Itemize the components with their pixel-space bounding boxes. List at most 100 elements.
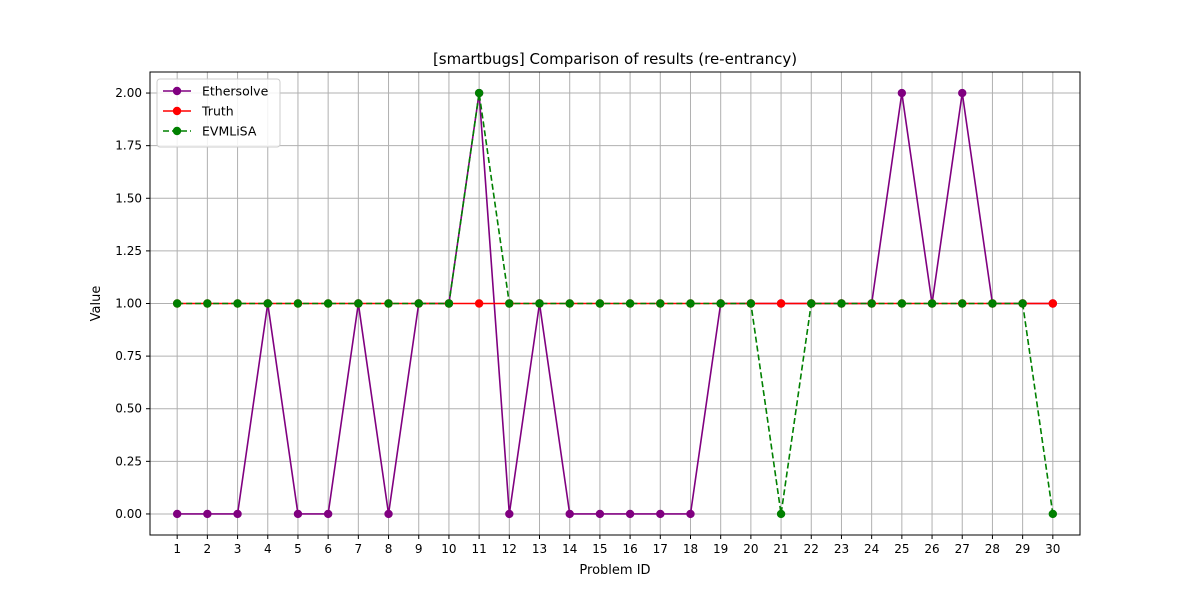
x-tick-label: 10 [441,542,456,556]
ethersolve-point [897,88,907,98]
y-tick-label: 0.00 [115,507,142,521]
ethersolve-point [656,509,665,519]
evmlisa-point [565,299,574,308]
evmlisa-point [354,299,363,308]
evmlisa-point [444,299,454,308]
ethersolve-point [958,88,967,98]
x-tick-label: 9 [415,542,423,556]
x-tick-label: 12 [502,542,517,556]
evmlisa-point [263,299,272,308]
x-tick-label: 29 [1015,542,1030,556]
evmlisa-point [1048,509,1058,519]
evmlisa-point [656,299,665,308]
x-tick-label: 30 [1045,542,1060,556]
evmlisa-point [384,299,393,308]
evmlisa-line [177,92,1054,515]
chart-title: [smartbugs] Comparison of results (re-en… [433,50,797,68]
axes: 1 2 3 4 5 6 7 8 9 10 11 12 13 14 15 16 17 18 19 20 21 22 23 24 2… [115,86,1060,556]
legend-label-truth: Truth [201,104,234,119]
evmlisa-point [988,299,997,308]
ethersolve-point [203,509,212,519]
legend-label-evmlisa: EVMLiSA [202,124,257,139]
y-axis-label: Value [89,286,104,322]
series-evmlisa [172,88,1058,519]
x-tick-label: 1 [173,542,181,556]
ethersolve-point [595,509,605,519]
y-tick-label: 0.50 [115,402,142,416]
x-tick-label: 19 [713,542,728,556]
y-tick-label: 1.00 [115,297,142,311]
evmlisa-point [595,299,605,308]
y-tick-label: 0.75 [115,349,142,363]
evmlisa-point [505,299,514,308]
x-tick-label: 15 [592,542,607,556]
x-tick-label: 13 [532,542,547,556]
ethersolve-point [625,509,635,519]
ethersolve-point [565,509,574,519]
evmlisa-point [807,299,816,308]
x-tick-label: 23 [834,542,849,556]
x-tick-label: 5 [294,542,302,556]
x-tick-label: 25 [894,542,909,556]
evmlisa-point [203,299,212,308]
y-tick-label: 0.25 [115,454,142,468]
truth-point [1048,299,1058,308]
evmlisa-point [535,299,544,308]
evmlisa-point [1018,299,1027,308]
evmlisa-point [776,509,786,519]
y-tick-label: 2.00 [115,86,142,100]
x-tick-label: 22 [804,542,819,556]
ethersolve-point [505,509,514,519]
y-tick-label: 1.25 [115,244,142,258]
legend-label-ethersolve: Ethersolve [202,84,269,99]
y-tick-label: 1.75 [115,139,142,153]
ethersolve-line [177,92,1053,515]
x-tick-label: 3 [234,542,242,556]
evmlisa-point [414,299,423,308]
x-tick-label: 21 [773,542,788,556]
legend-box [156,78,281,148]
truth-point [776,299,786,308]
ethersolve-point [323,509,333,519]
x-tick-label: 20 [743,542,758,556]
evmlisa-point [293,299,303,308]
evmlisa-point [897,299,907,308]
ethersolve-point [172,509,182,519]
evmlisa-point [172,299,182,308]
evmlisa-point [746,299,756,308]
evmlisa-point [927,299,937,308]
evmlisa-point [474,88,484,98]
x-tick-label: 8 [385,542,393,556]
legend: Ethersolve Truth EVMLiSA [156,78,281,148]
legend-marker-evmlisa [172,126,182,136]
x-tick-label: 11 [471,542,486,556]
ethersolve-point [686,509,695,519]
x-tick-label: 6 [324,542,332,556]
evmlisa-point [837,299,846,308]
x-tick-label: 28 [985,542,1000,556]
evmlisa-point [958,299,967,308]
evmlisa-point [867,299,876,308]
legend-marker-ethersolve [172,86,182,96]
x-tick-label: 27 [955,542,970,556]
x-tick-label: 14 [562,542,577,556]
series-layer [172,88,1058,519]
x-tick-label: 26 [924,542,939,556]
x-tick-label: 24 [864,542,879,556]
evmlisa-point [233,299,242,308]
y-tick-label: 1.50 [115,191,142,205]
x-tick-label: 17 [653,542,668,556]
x-tick-label: 7 [355,542,363,556]
truth-point [474,299,484,308]
ethersolve-point [384,509,393,519]
x-axis-label: Problem ID [579,563,650,578]
legend-marker-truth [172,106,182,116]
x-tick-label: 18 [683,542,698,556]
evmlisa-point [323,299,333,308]
x-tick-label: 16 [622,542,637,556]
evmlisa-point [625,299,635,308]
x-tick-label: 4 [264,542,272,556]
ethersolve-point [293,509,303,519]
